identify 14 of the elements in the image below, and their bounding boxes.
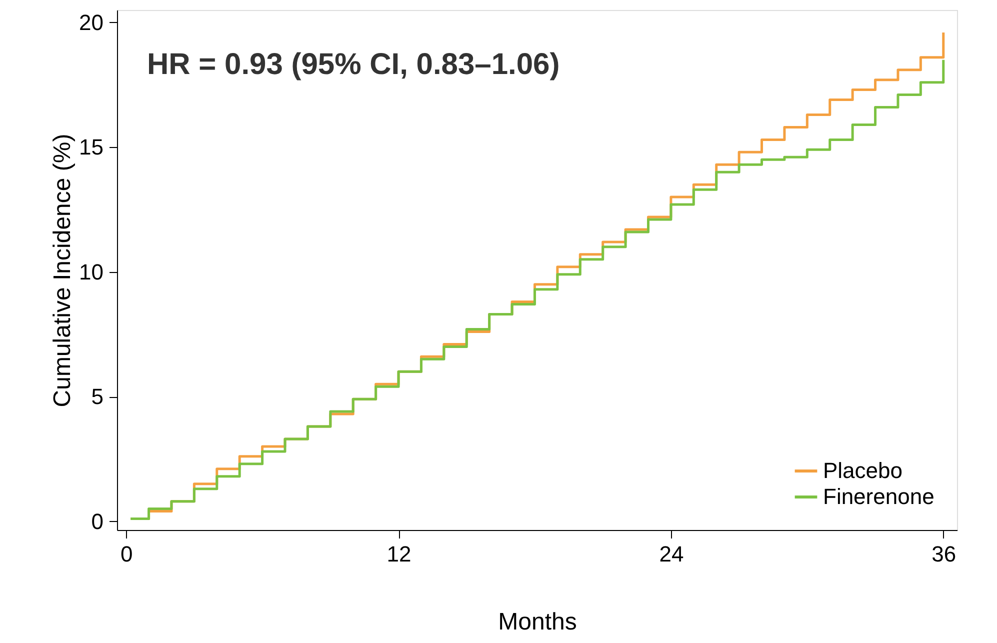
x-tick-label: 0 (120, 542, 133, 566)
x-tick-label: 24 (659, 542, 684, 566)
y-tick-label: 20 (79, 10, 104, 35)
annotation: HR = 0.93 (95% CI, 0.83–1.06) (147, 48, 560, 81)
y-axis-title: Cumulative Incidence (%) (49, 134, 76, 408)
y-tick-label: 10 (79, 259, 104, 284)
x-tick-label: 36 (932, 542, 956, 566)
y-tick-label: 15 (79, 134, 104, 160)
legend-label: Placebo (823, 458, 903, 483)
y-tick-label: 5 (91, 384, 104, 410)
legend-label: Finerenone (823, 484, 934, 509)
y-tick-label: 0 (91, 508, 104, 534)
x-axis-title: Months (498, 608, 577, 636)
x-tick-label: 12 (386, 542, 412, 566)
